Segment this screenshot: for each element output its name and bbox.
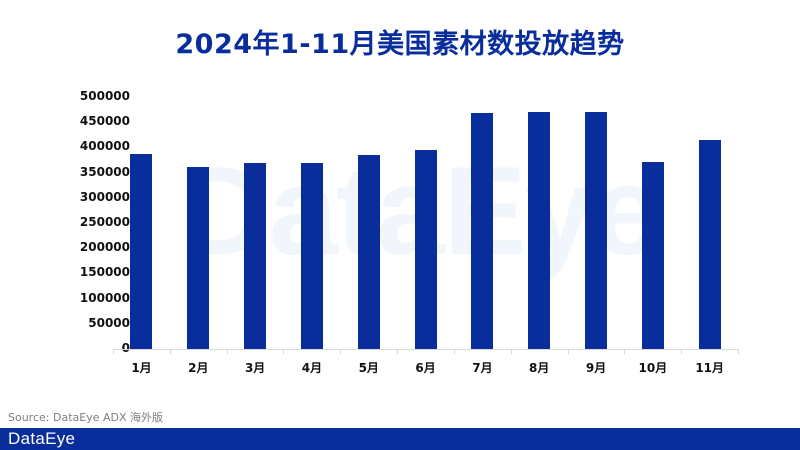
chart-title: 2024年1-11月美国素材数投放趋势: [175, 29, 625, 60]
x-category-label: 1月: [131, 361, 152, 375]
y-tick-label: 500000: [79, 89, 130, 103]
x-tick-mark: [340, 349, 342, 354]
bar-3: [244, 163, 267, 349]
y-tick-label: 400000: [79, 139, 130, 154]
y-tick-label: 300000: [79, 189, 130, 204]
bar-11: [698, 139, 721, 349]
bar-9: [584, 112, 607, 349]
x-tick-mark: [510, 349, 512, 354]
x-tick-mark: [113, 349, 114, 354]
x-axis-line: [113, 349, 738, 350]
x-tick-mark: [397, 349, 399, 354]
bar-1: [130, 153, 153, 349]
x-tick-mark: [567, 349, 569, 354]
bar-7: [471, 112, 494, 349]
y-tick-label: 50000: [88, 315, 130, 330]
y-tick-label: 200000: [79, 240, 130, 255]
x-category-label: 7月: [472, 361, 493, 375]
x-category-label: 8月: [529, 361, 550, 375]
bar-5: [357, 155, 380, 349]
x-tick-mark: [681, 349, 683, 354]
x-tick-mark: [738, 349, 739, 354]
x-category-label: 9月: [585, 361, 607, 375]
dataeye-logo: DataEye: [8, 429, 76, 448]
y-tick-label: 0: [121, 341, 130, 355]
source-note: Source: DataEye ADX 海外版: [8, 411, 163, 424]
x-category-label: 11月: [695, 361, 725, 375]
x-tick-mark: [226, 349, 228, 354]
bar-4: [300, 162, 323, 349]
bar-6: [414, 149, 437, 349]
x-category-label: 2月: [188, 361, 209, 375]
x-category-label: 6月: [415, 361, 436, 375]
y-tick-label: 150000: [79, 265, 130, 280]
x-tick-mark: [624, 349, 626, 354]
y-tick-label: 250000: [79, 215, 130, 229]
y-tick-label: 450000: [79, 114, 130, 129]
x-tick-mark: [453, 349, 455, 354]
x-category-label: 3月: [244, 361, 266, 375]
bar-10: [641, 162, 664, 349]
x-tick-mark: [169, 349, 171, 354]
x-category-label: 5月: [358, 361, 379, 375]
y-tick-label: 100000: [79, 290, 130, 305]
x-tick-mark: [283, 349, 285, 354]
bar-2: [187, 167, 210, 349]
x-category-label: 4月: [301, 361, 323, 375]
bar-8: [528, 111, 551, 349]
y-tick-label: 350000: [79, 164, 130, 179]
x-category-label: 10月: [638, 361, 668, 375]
footer-bar: DataEye: [0, 428, 800, 450]
